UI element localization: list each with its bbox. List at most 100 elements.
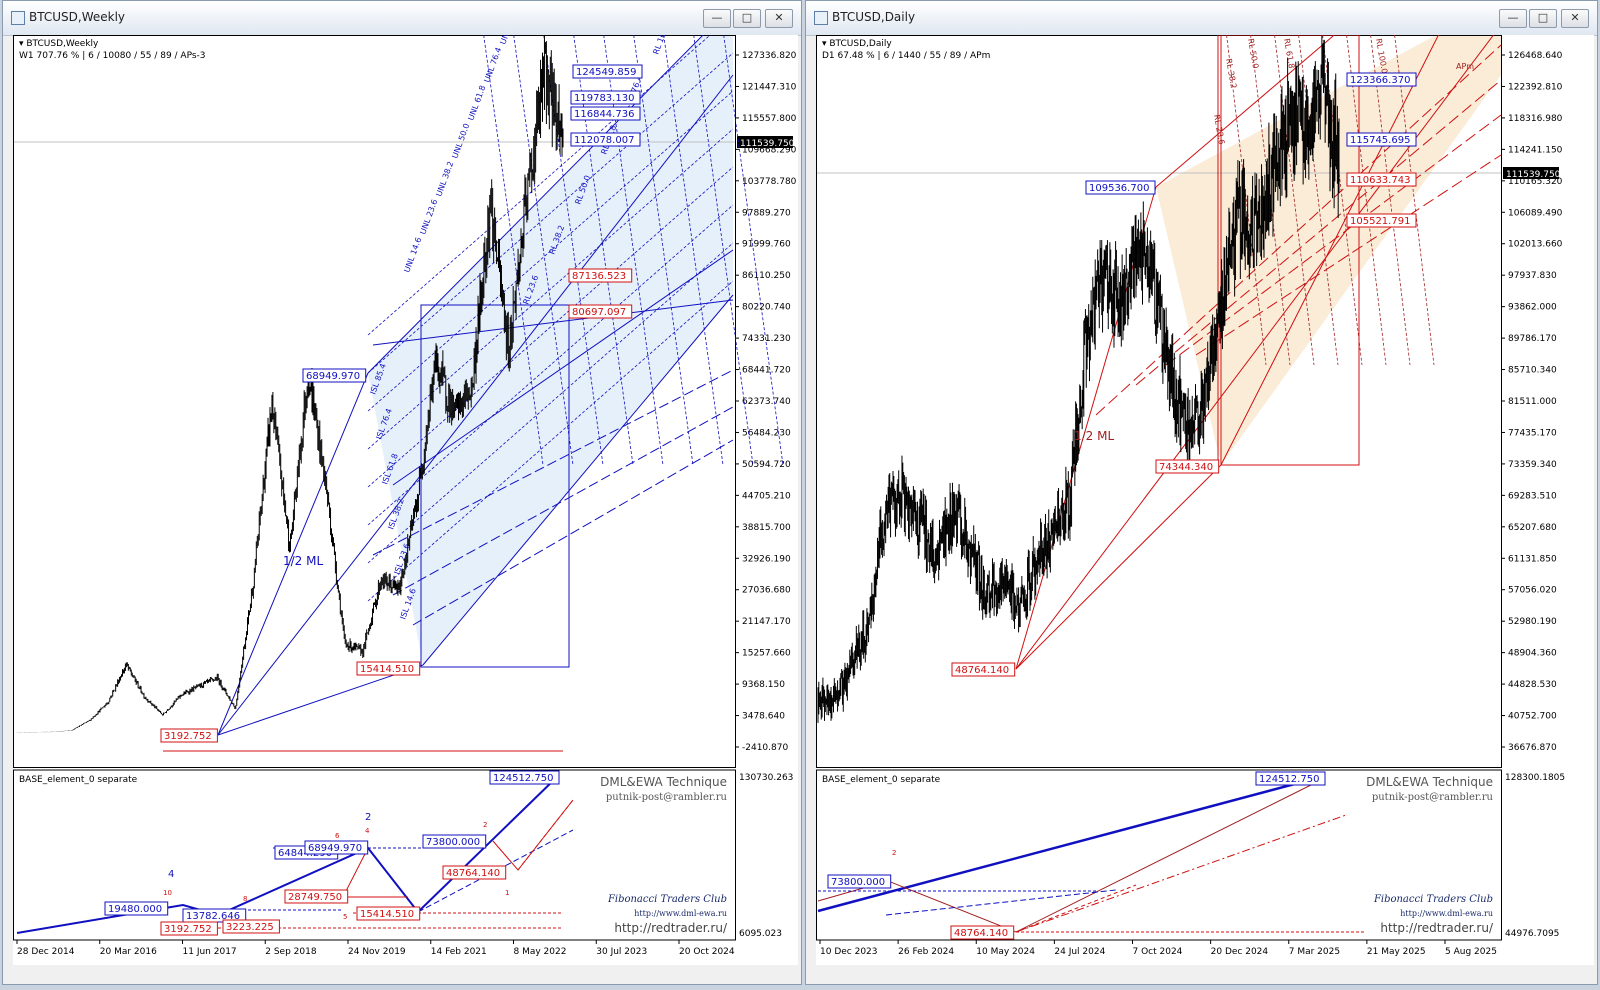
- fib-reaction-line: [483, 35, 544, 466]
- window-title: BTCUSD,Daily: [832, 10, 916, 24]
- pitchfork-upper-handle: [217, 372, 369, 736]
- red-level-label: 87136.523: [572, 271, 626, 282]
- sub-top-value-label: 124512.750: [1259, 774, 1319, 785]
- price-tick-label: 85710.340: [1508, 366, 1557, 376]
- price-tick-label: 91999.760: [742, 240, 791, 250]
- wave-structure-line: [817, 775, 1322, 913]
- fork-median: [1015, 35, 1495, 670]
- price-tick-label: 15257.660: [742, 649, 791, 659]
- close-button[interactable]: ✕: [765, 9, 793, 28]
- blue-level-label-box: [302, 368, 367, 383]
- sub-blue-label: 73800.000: [831, 877, 885, 888]
- price-tick-label: 56484.230: [742, 428, 791, 438]
- weekly-plot-area[interactable]: ▾ BTCUSD,Weekly W1 707.76 % | 6 / 10080 /…: [13, 35, 798, 965]
- daily-plot-area[interactable]: ▾ BTCUSD,Daily D1 67.48 % | 6 / 1440 / 55…: [816, 35, 1594, 965]
- date-tick-label: 24 Nov 2019: [348, 947, 406, 957]
- blue-level-label: 68949.970: [306, 371, 360, 382]
- half-median-label: 1/2 ML: [283, 554, 323, 568]
- price-tick-label: 127336.820: [742, 51, 797, 61]
- sub-blue-label: 13782.646: [186, 911, 240, 922]
- weekly-window[interactable]: BTCUSD,Weekly — □ ✕ ▾ BTCUSD,Weekly W1 70…: [2, 0, 802, 985]
- red-level-label-box: [951, 662, 1016, 677]
- fib-reaction-line: [663, 35, 724, 466]
- sub-tick-bottom: 6095.023: [739, 929, 782, 939]
- price-tick-label: 126468.640: [1508, 51, 1563, 61]
- blue-level-label: 112078.007: [574, 135, 634, 146]
- maximize-button[interactable]: □: [733, 9, 761, 28]
- sub-red-label: 48764.140: [446, 868, 500, 879]
- solid-line-5: [372, 299, 734, 346]
- red-level-label: 74344.340: [1159, 462, 1213, 473]
- minimize-button[interactable]: —: [1499, 9, 1527, 28]
- fib-level-label: RL 61.8: [1282, 38, 1296, 69]
- club-url: http://www.dml-ewa.ru: [1400, 909, 1493, 918]
- wave-dash-red-2: [1015, 884, 1137, 933]
- close-button[interactable]: ✕: [1561, 9, 1589, 28]
- fork-lower: [1220, 35, 1440, 466]
- fib-level-label: UNL 50.0: [450, 122, 471, 160]
- price-tick-label: 48904.360: [1508, 649, 1557, 659]
- sub-tick-top: 128300.1805: [1505, 773, 1565, 783]
- fork-dash-2: [1135, 79, 1502, 386]
- price-tick-label: 102013.660: [1508, 240, 1563, 250]
- sub-blue-label-box: [422, 834, 487, 849]
- wave-count-mark: 5: [343, 913, 347, 921]
- sub-red-label-box: [284, 889, 349, 904]
- date-tick-label: 10 May 2024: [976, 947, 1035, 957]
- chart-info: W1 707.76 % | 6 / 10080 / 55 / 89 / APs-…: [19, 51, 206, 61]
- sub-red-label-box: [356, 906, 421, 921]
- maximize-button[interactable]: □: [1529, 9, 1557, 28]
- date-tick-label: 24 Jul 2024: [1054, 947, 1105, 957]
- fork-handle-upper: [1015, 186, 1157, 670]
- price-tick-label: 73359.340: [1508, 460, 1557, 470]
- fork-dash-4: [1195, 154, 1502, 356]
- price-tick-label: 110165.320: [1508, 177, 1563, 187]
- wave-count-mark: 10: [163, 889, 172, 897]
- price-tick-label: 44705.210: [742, 491, 791, 501]
- sub-tick-bottom: 44976.7095: [1505, 929, 1559, 939]
- sub-red-label: 15414.510: [360, 909, 414, 920]
- fib-reaction-line: [513, 35, 574, 466]
- minimize-button[interactable]: —: [703, 9, 731, 28]
- price-tick-label: 27036.680: [742, 586, 791, 596]
- price-tick-label: 21147.170: [742, 617, 791, 627]
- daily-titlebar[interactable]: BTCUSD,Daily — □ ✕: [806, 1, 1597, 36]
- blue-level-label-box: [570, 106, 641, 121]
- blue-level-label: 115745.695: [1350, 135, 1410, 146]
- red-level-label-box: [356, 661, 421, 676]
- sub-red-label-box: [222, 919, 280, 934]
- date-tick-label: 2 Sep 2018: [265, 947, 317, 957]
- red-level-label: 105521.791: [1350, 216, 1410, 227]
- blue-level-label-box: [570, 90, 641, 105]
- red-level-label-box: [1155, 459, 1220, 474]
- fib-reaction-line: [1226, 35, 1267, 366]
- price-tick-label: -2410.870: [742, 743, 788, 753]
- red-level-label: 110633.743: [1350, 175, 1410, 186]
- price-tick-label: 32926.190: [742, 554, 791, 564]
- chart-info: D1 67.48 % | 6 / 1440 / 55 / 89 / APm: [822, 51, 990, 61]
- half-median-label: 1/2 ML: [1074, 429, 1114, 443]
- sub-blue-label: 68949.970: [308, 843, 362, 854]
- red-level-label-box: [1346, 172, 1417, 187]
- fib-parallel-line: [367, 52, 734, 374]
- wave-red-path-2: [492, 799, 574, 871]
- chart-window-icon: [11, 11, 25, 25]
- daily-window[interactable]: BTCUSD,Daily — □ ✕ ▾ BTCUSD,Daily D1 67.4…: [805, 0, 1598, 985]
- club-name: Fibonacci Traders Club: [607, 894, 727, 905]
- price-tick-label: 81511.000: [1508, 397, 1557, 407]
- wave-dash-red: [517, 799, 574, 871]
- daily-chart-svg: ▾ BTCUSD,Daily D1 67.48 % | 6 / 1440 / 55…: [816, 35, 1565, 957]
- weekly-titlebar[interactable]: BTCUSD,Weekly — □ ✕: [3, 1, 801, 36]
- price-tick-label: 118316.980: [1508, 114, 1563, 124]
- price-tick-label: 93862.000: [1508, 303, 1557, 313]
- wave-count-mark: 8: [243, 895, 247, 903]
- fib-level-label: UNL 23.6: [418, 198, 439, 236]
- current-price-tag: [1503, 167, 1559, 179]
- fib-level-label: APm: [1456, 62, 1474, 71]
- price-tick-label: 57056.020: [1508, 586, 1557, 596]
- wave-count-mark: 2: [365, 812, 371, 823]
- wave-count-mark: 6: [335, 832, 340, 840]
- price-tick-label: 89786.170: [1508, 334, 1557, 344]
- sub-blue-label-box: [104, 901, 169, 916]
- fib-parallel-line: [367, 128, 734, 450]
